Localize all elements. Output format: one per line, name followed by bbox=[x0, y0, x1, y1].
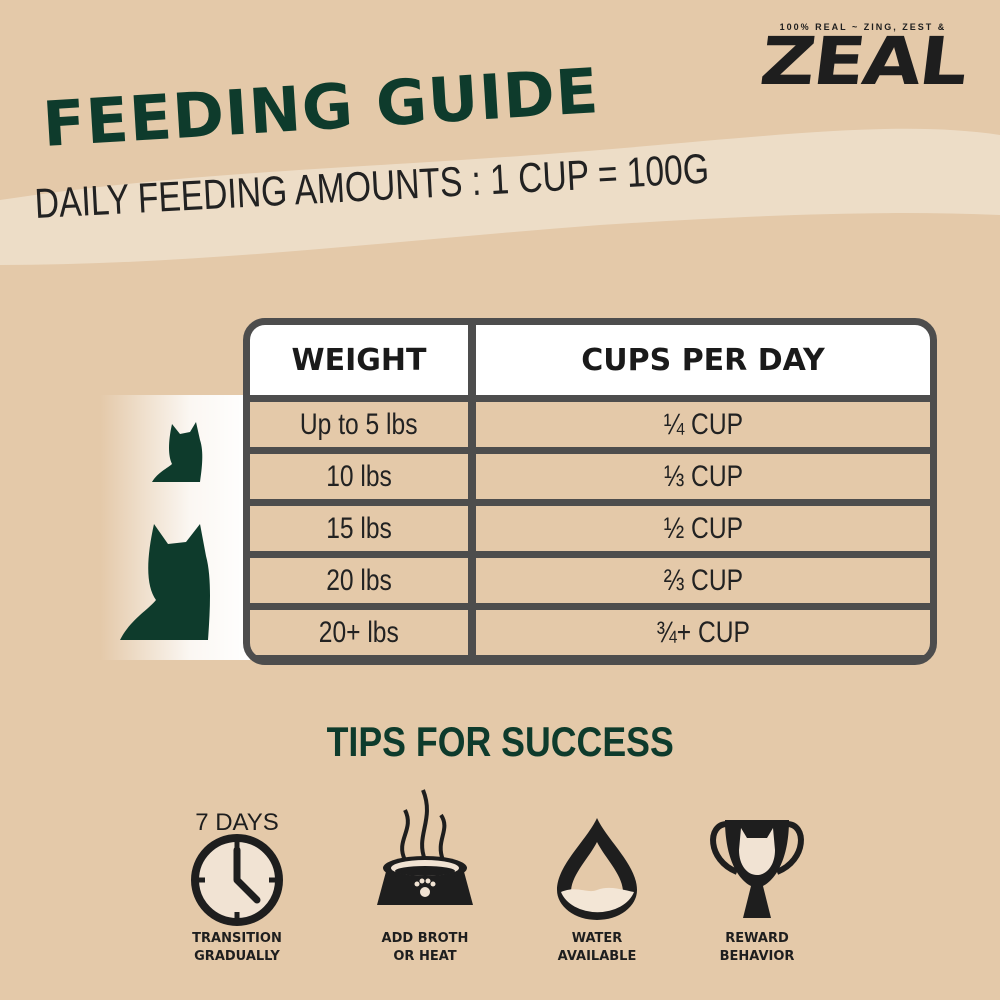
tip-label-1: ADD BROTH bbox=[381, 931, 469, 946]
logo-text: ZEAL bbox=[755, 23, 971, 100]
tip-water: WATER AVAILABLE bbox=[507, 780, 687, 964]
weight-cell: 15 lbs bbox=[326, 511, 392, 545]
feeding-table: WEIGHT CUPS PER DAY Up to 5 lbs ¼ CUP 10… bbox=[243, 318, 937, 665]
cups-cell: ½ CUP bbox=[663, 511, 743, 545]
tip-label-2: OR HEAT bbox=[393, 949, 457, 964]
wave-band bbox=[0, 128, 1000, 265]
water-drop-icon bbox=[557, 818, 637, 920]
clock-icon: 7 DAYS bbox=[191, 809, 283, 926]
cups-cell: ⅓ CUP bbox=[663, 459, 743, 493]
table-row: 10 lbs ⅓ CUP bbox=[250, 454, 930, 499]
days-badge: 7 DAYS bbox=[195, 809, 279, 836]
tip-label-1: REWARD bbox=[725, 931, 789, 946]
tip-label-1: TRANSITION bbox=[192, 931, 282, 946]
table-row: 15 lbs ½ CUP bbox=[250, 506, 930, 551]
brand-logo: 100% REAL ~ ZING, ZEST & ZEAL bbox=[756, 22, 970, 100]
weight-cell: Up to 5 lbs bbox=[300, 407, 418, 441]
table-row: Up to 5 lbs ¼ CUP bbox=[250, 402, 930, 447]
tip-label-2: GRADUALLY bbox=[194, 949, 280, 964]
tips-title: TIPS FOR SUCCESS bbox=[326, 718, 674, 765]
table-row: 20+ lbs ¾+ CUP bbox=[250, 610, 930, 655]
brand-tagline: 100% REAL ~ ZING, ZEST & bbox=[779, 22, 947, 32]
tip-transition: 7 DAYS TRANSITION GRADUALLY bbox=[147, 780, 327, 964]
cups-cell: ¾+ CUP bbox=[656, 615, 750, 649]
table-header: WEIGHT CUPS PER DAY bbox=[250, 325, 930, 395]
weight-cell: 10 lbs bbox=[326, 459, 392, 493]
column-header-weight: WEIGHT bbox=[250, 325, 476, 395]
table-row: 20 lbs ⅔ CUP bbox=[250, 558, 930, 603]
weight-cell: 20+ lbs bbox=[318, 615, 399, 649]
trophy-icon bbox=[710, 820, 804, 918]
tip-label-2: BEHAVIOR bbox=[719, 949, 795, 964]
column-header-cups: CUPS PER DAY bbox=[581, 342, 825, 378]
cups-cell: ⅔ CUP bbox=[663, 563, 743, 597]
tip-label-1: WATER bbox=[571, 931, 623, 946]
tip-reward: REWARD BEHAVIOR bbox=[667, 780, 847, 964]
cups-cell: ¼ CUP bbox=[663, 407, 743, 441]
large-cat-icon bbox=[120, 524, 210, 640]
small-cat-icon bbox=[152, 422, 203, 482]
tip-broth: ADD BROTH OR HEAT bbox=[335, 780, 515, 964]
weight-cell: 20 lbs bbox=[326, 563, 392, 597]
steaming-bowl-icon bbox=[377, 789, 473, 905]
tip-label-2: AVAILABLE bbox=[557, 949, 637, 964]
